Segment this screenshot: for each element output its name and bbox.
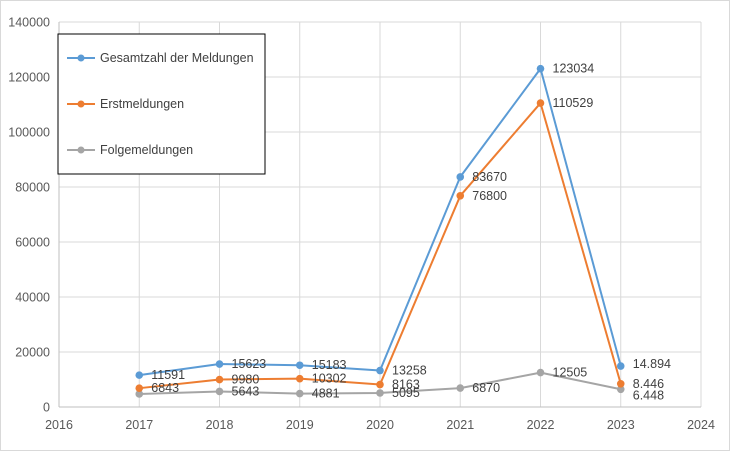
legend-label-0: Gesamtzahl der Meldungen xyxy=(100,51,254,65)
x-tick-label: 2019 xyxy=(286,418,314,432)
data-label-1: 76800 xyxy=(472,189,507,203)
data-point-0 xyxy=(215,360,224,368)
data-label-2: 5095 xyxy=(392,386,420,400)
data-label-2: 6870 xyxy=(472,381,500,395)
data-point-1 xyxy=(135,384,144,392)
data-point-0 xyxy=(616,362,625,370)
y-tick-label: 60000 xyxy=(15,236,50,250)
data-point-0 xyxy=(295,361,304,370)
x-tick-label: 2024 xyxy=(687,418,715,432)
legend-label-1: Erstmeldungen xyxy=(100,97,184,111)
data-label-0: 15183 xyxy=(312,358,347,372)
data-point-0 xyxy=(536,64,545,73)
data-labels: 11591 15623 15183 13258 83670 123034 14.894 684… xyxy=(151,62,671,403)
data-label-0: 14.894 xyxy=(633,357,671,371)
data-label-0: 11591 xyxy=(151,368,185,382)
data-point-0 xyxy=(456,173,465,181)
data-point-2 xyxy=(616,385,625,394)
data-label-1: 8.446 xyxy=(633,377,664,391)
data-label-0: 83670 xyxy=(472,170,507,184)
y-tick-label: 80000 xyxy=(15,181,50,195)
data-label-2: 12505 xyxy=(553,366,588,380)
data-label-1: 9980 xyxy=(232,373,260,387)
y-tick-label: 140000 xyxy=(8,16,50,30)
x-tick-label: 2023 xyxy=(607,418,635,432)
x-tick-label: 2020 xyxy=(366,418,394,432)
data-point-1 xyxy=(616,379,625,388)
x-tick-label: 2018 xyxy=(206,418,234,432)
data-label-2: 4881 xyxy=(312,387,340,401)
data-point-2 xyxy=(295,389,304,398)
data-label-0: 123034 xyxy=(553,62,595,76)
data-point-1 xyxy=(215,375,224,384)
legend-marker-2 xyxy=(77,146,85,154)
y-tick-label: 40000 xyxy=(15,291,50,305)
data-label-1: 6843 xyxy=(151,381,179,395)
y-tick-label: 120000 xyxy=(8,71,50,85)
data-label-1: 10302 xyxy=(312,372,347,386)
data-label-0: 13258 xyxy=(392,364,427,378)
data-point-2 xyxy=(536,368,545,377)
x-tick-label: 2016 xyxy=(45,418,73,432)
data-point-2 xyxy=(215,387,224,396)
legend-marker-0 xyxy=(77,54,85,62)
x-tick-label: 2021 xyxy=(446,418,474,432)
data-point-1 xyxy=(376,380,384,389)
axes: 0 20000 40000 60000 80000 100000 120000 140000 2… xyxy=(8,16,715,433)
y-tick-label: 0 xyxy=(43,401,50,415)
legend-label-2: Folgemeldungen xyxy=(100,143,193,157)
data-point-1 xyxy=(295,374,304,383)
data-point-0 xyxy=(376,366,384,375)
data-point-1 xyxy=(536,99,545,107)
data-point-2 xyxy=(135,390,144,398)
data-label-1: 8163 xyxy=(392,378,420,392)
data-point-0 xyxy=(135,371,144,379)
data-label-2: 6.448 xyxy=(633,388,664,402)
data-label-0: 15623 xyxy=(232,357,267,371)
data-label-1: 110529 xyxy=(553,96,594,110)
data-point-1 xyxy=(456,192,465,200)
series-group xyxy=(135,64,625,398)
legend-item-0: Gesamtzahl der Meldungen xyxy=(67,51,254,65)
data-point-2 xyxy=(456,384,465,392)
legend-marker-1 xyxy=(77,100,85,108)
x-tick-label: 2017 xyxy=(125,418,153,432)
legend-item-2: Folgemeldungen xyxy=(67,143,193,157)
y-tick-label: 100000 xyxy=(8,126,50,140)
data-point-2 xyxy=(376,389,384,397)
data-label-2: 5643 xyxy=(232,384,260,398)
legend-item-1: Erstmeldungen xyxy=(67,97,184,111)
x-tick-label: 2022 xyxy=(527,418,555,432)
y-tick-label: 20000 xyxy=(15,346,50,360)
legend: Gesamtzahl der Meldungen Erstmeldungen F… xyxy=(57,33,266,175)
